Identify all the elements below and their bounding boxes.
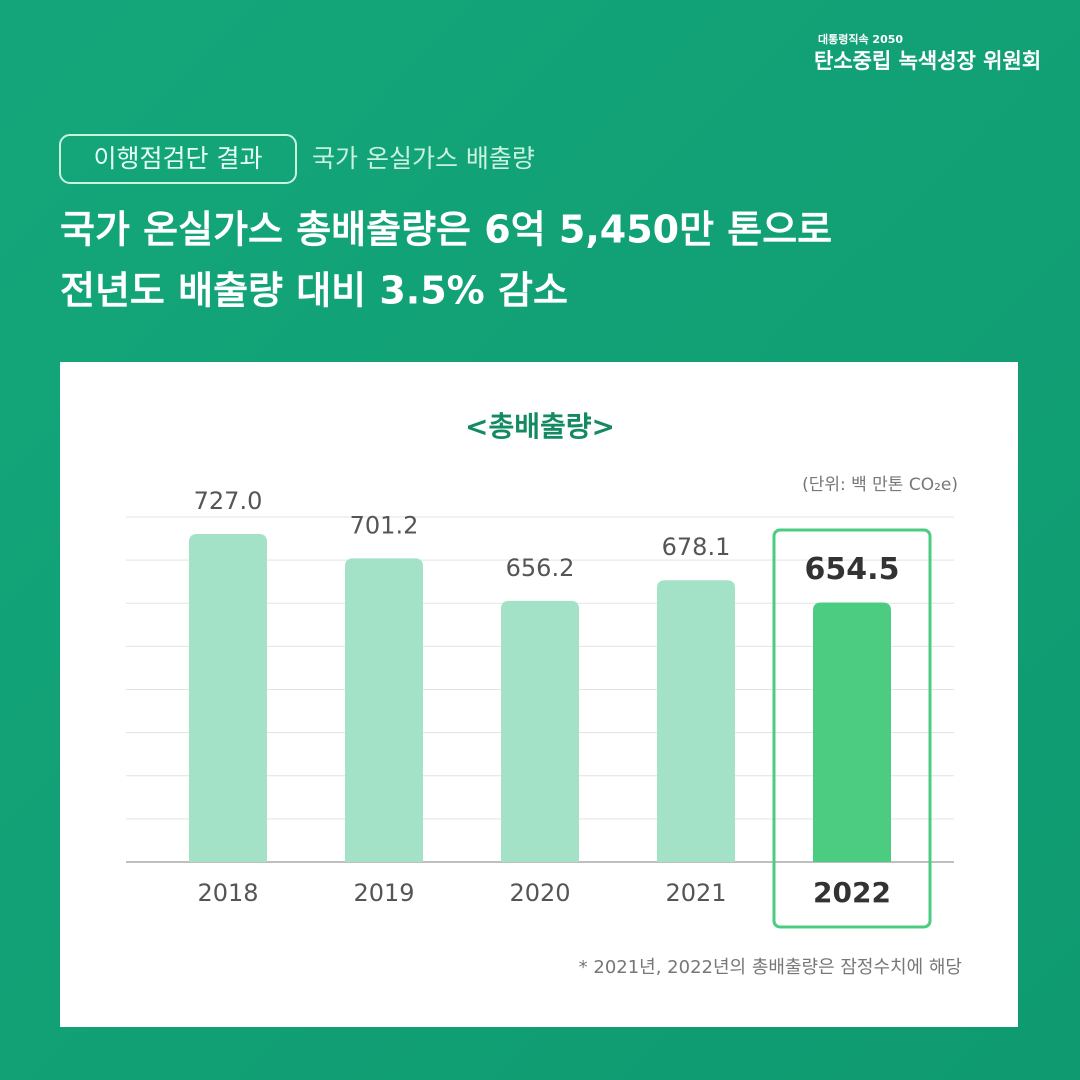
bar	[813, 602, 891, 862]
bar	[657, 580, 735, 862]
highlight-box	[772, 528, 932, 929]
x-tick-label: 2021	[665, 879, 726, 907]
plot: 727.0 2018 701.2 2019 656.2 2020 678.1 2021 654.…	[126, 487, 954, 929]
chart-title: <총배출량>	[465, 410, 615, 443]
x-tick-label: 2018	[197, 879, 258, 907]
logo-main: 탄소중립 녹색성장 위원회	[814, 49, 1041, 73]
bar	[501, 600, 579, 862]
footnote: * 2021년, 2022년의 총배출량은 잠정수치에 해당	[579, 957, 962, 978]
value-label: 701.2	[350, 511, 419, 539]
headline: 전년도 배출량 대비 3.5% 감소	[60, 269, 568, 313]
x-tick-label: 2020	[509, 879, 570, 907]
unit-label: (단위: 백 만톤 CO₂e)	[802, 475, 958, 495]
tag: 이행점검단 결과	[94, 144, 263, 173]
tag-box	[59, 134, 297, 184]
value-label: 678.1	[662, 533, 731, 561]
value-label: 654.5	[805, 552, 900, 587]
bar	[189, 534, 267, 862]
bar	[345, 558, 423, 862]
subtitle: 국가 온실가스 배출량	[312, 144, 535, 173]
value-label: 656.2	[506, 554, 575, 582]
x-tick-label: 2022	[813, 876, 891, 909]
logo-small: 대통령직속 2050	[818, 32, 903, 46]
headline: 국가 온실가스 총배출량은 6억 5,450만 톤으로	[60, 208, 832, 252]
x-tick-label: 2019	[353, 879, 414, 907]
value-label: 727.0	[194, 487, 263, 515]
